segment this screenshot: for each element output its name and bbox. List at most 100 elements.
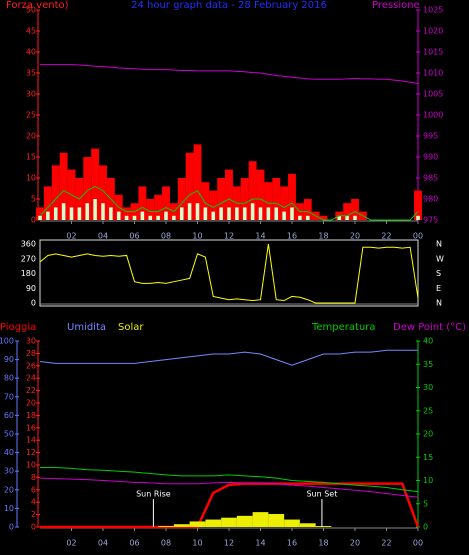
bar bbox=[158, 526, 174, 527]
legend-label: Pioggia bbox=[0, 322, 36, 333]
series-line bbox=[39, 185, 419, 221]
y2-tick-label: W bbox=[436, 254, 444, 263]
y-tick-label: 35 bbox=[26, 69, 36, 78]
bar bbox=[236, 515, 253, 527]
bar bbox=[83, 157, 92, 220]
bar bbox=[91, 148, 100, 220]
x-tick-label: 10 bbox=[192, 539, 202, 548]
x-tick-label: 20 bbox=[350, 232, 360, 241]
bar bbox=[99, 165, 107, 220]
y3-tick-label: 10 bbox=[26, 461, 36, 470]
y2-tick-label: 1015 bbox=[423, 48, 443, 57]
bar bbox=[235, 207, 239, 220]
bar bbox=[162, 186, 170, 220]
bar bbox=[256, 169, 265, 220]
y-tick-label: 180 bbox=[21, 269, 36, 278]
y-tick-label: 270 bbox=[21, 254, 36, 263]
y3-tick-label: 22 bbox=[26, 386, 36, 395]
y2-tick-label: 995 bbox=[423, 132, 438, 141]
legend-label: Umidita bbox=[67, 322, 106, 333]
x-tick-label: 22 bbox=[381, 539, 391, 548]
bar bbox=[59, 152, 68, 220]
bar bbox=[187, 203, 192, 220]
y2-tick-label: E bbox=[436, 284, 441, 293]
y-tick-label: 15 bbox=[26, 153, 36, 162]
y-axis-label: Forza vento) bbox=[6, 0, 69, 11]
bar bbox=[164, 211, 168, 220]
bar bbox=[51, 165, 60, 220]
y2-tick-label: 15 bbox=[423, 453, 433, 462]
bar bbox=[315, 526, 332, 527]
y3-tick-label: 4 bbox=[31, 498, 36, 507]
y3-tick-label: 14 bbox=[26, 436, 36, 445]
y-tick-label: 0 bbox=[31, 216, 36, 225]
x-tick-label: 02 bbox=[66, 539, 76, 548]
y-tick-label: 40 bbox=[26, 48, 36, 57]
annotation-label: Sun Rise bbox=[136, 490, 171, 499]
x-tick-label: 14 bbox=[255, 539, 265, 548]
bar bbox=[85, 203, 90, 220]
bar bbox=[201, 182, 210, 220]
bar bbox=[154, 194, 163, 220]
bar bbox=[116, 211, 121, 220]
y3-tick-label: 0 bbox=[31, 523, 36, 532]
bar bbox=[345, 215, 349, 220]
bar bbox=[250, 203, 255, 220]
y2-tick-label: 1025 bbox=[423, 6, 443, 15]
direction-frame bbox=[39, 239, 419, 307]
y3-tick-label: 30 bbox=[26, 337, 36, 346]
bar bbox=[124, 215, 129, 220]
x-tick-label: 04 bbox=[98, 539, 108, 548]
y-tick-label: 50 bbox=[26, 6, 36, 15]
annotation-label: Sun Set bbox=[306, 490, 337, 499]
bar bbox=[185, 152, 194, 220]
x-tick-label: 00 bbox=[413, 539, 423, 548]
legend-label: Temperatura bbox=[311, 322, 376, 333]
y2-axis-label: Pressione bbox=[372, 0, 420, 11]
legend-label: Dew Point (°C) bbox=[393, 322, 466, 333]
bar bbox=[337, 215, 342, 220]
y3-tick-label: 6 bbox=[31, 485, 36, 494]
x-tick-label: 08 bbox=[161, 232, 171, 241]
bar bbox=[193, 144, 202, 220]
bar bbox=[305, 215, 310, 220]
series-line bbox=[39, 349, 418, 366]
y-tick-label: 90 bbox=[26, 284, 36, 293]
x-tick-label: 06 bbox=[129, 232, 139, 241]
y-tick-label: 50 bbox=[4, 430, 14, 439]
y3-tick-label: 2 bbox=[31, 510, 36, 519]
y2-tick-label: 10 bbox=[423, 476, 433, 485]
bar bbox=[268, 513, 285, 527]
bar bbox=[414, 190, 422, 220]
chart-title: 24 hour graph data - 28 February 2016 bbox=[131, 0, 327, 11]
y2-tick-label: 975 bbox=[423, 216, 438, 225]
x-tick-label: 10 bbox=[192, 232, 202, 241]
bar bbox=[203, 207, 208, 220]
bar bbox=[217, 178, 226, 220]
bar bbox=[53, 207, 58, 220]
y-tick-label: 90 bbox=[4, 355, 14, 364]
bar bbox=[36, 207, 44, 220]
x-tick-label: 14 bbox=[255, 232, 265, 241]
y2-tick-label: 1000 bbox=[423, 111, 443, 120]
bar bbox=[416, 215, 420, 220]
y-tick-label: 0 bbox=[31, 299, 36, 308]
y2-tick-label: 1020 bbox=[423, 27, 443, 36]
y2-tick-label: 25 bbox=[423, 406, 433, 415]
bar bbox=[225, 169, 233, 220]
bar bbox=[209, 190, 218, 220]
y3-tick-label: 24 bbox=[26, 374, 36, 383]
x-tick-label: 08 bbox=[161, 539, 171, 548]
bar bbox=[264, 182, 273, 220]
bar bbox=[195, 203, 200, 220]
y-tick-label: 70 bbox=[4, 392, 14, 401]
x-tick-label: 04 bbox=[98, 232, 108, 241]
x-tick-label: 06 bbox=[129, 539, 139, 548]
series-line bbox=[39, 477, 419, 498]
bar bbox=[172, 215, 176, 220]
y3-tick-label: 20 bbox=[26, 399, 36, 408]
x-tick-label: 16 bbox=[287, 539, 297, 548]
series-line bbox=[40, 64, 419, 84]
y2-tick-label: 30 bbox=[423, 383, 433, 392]
